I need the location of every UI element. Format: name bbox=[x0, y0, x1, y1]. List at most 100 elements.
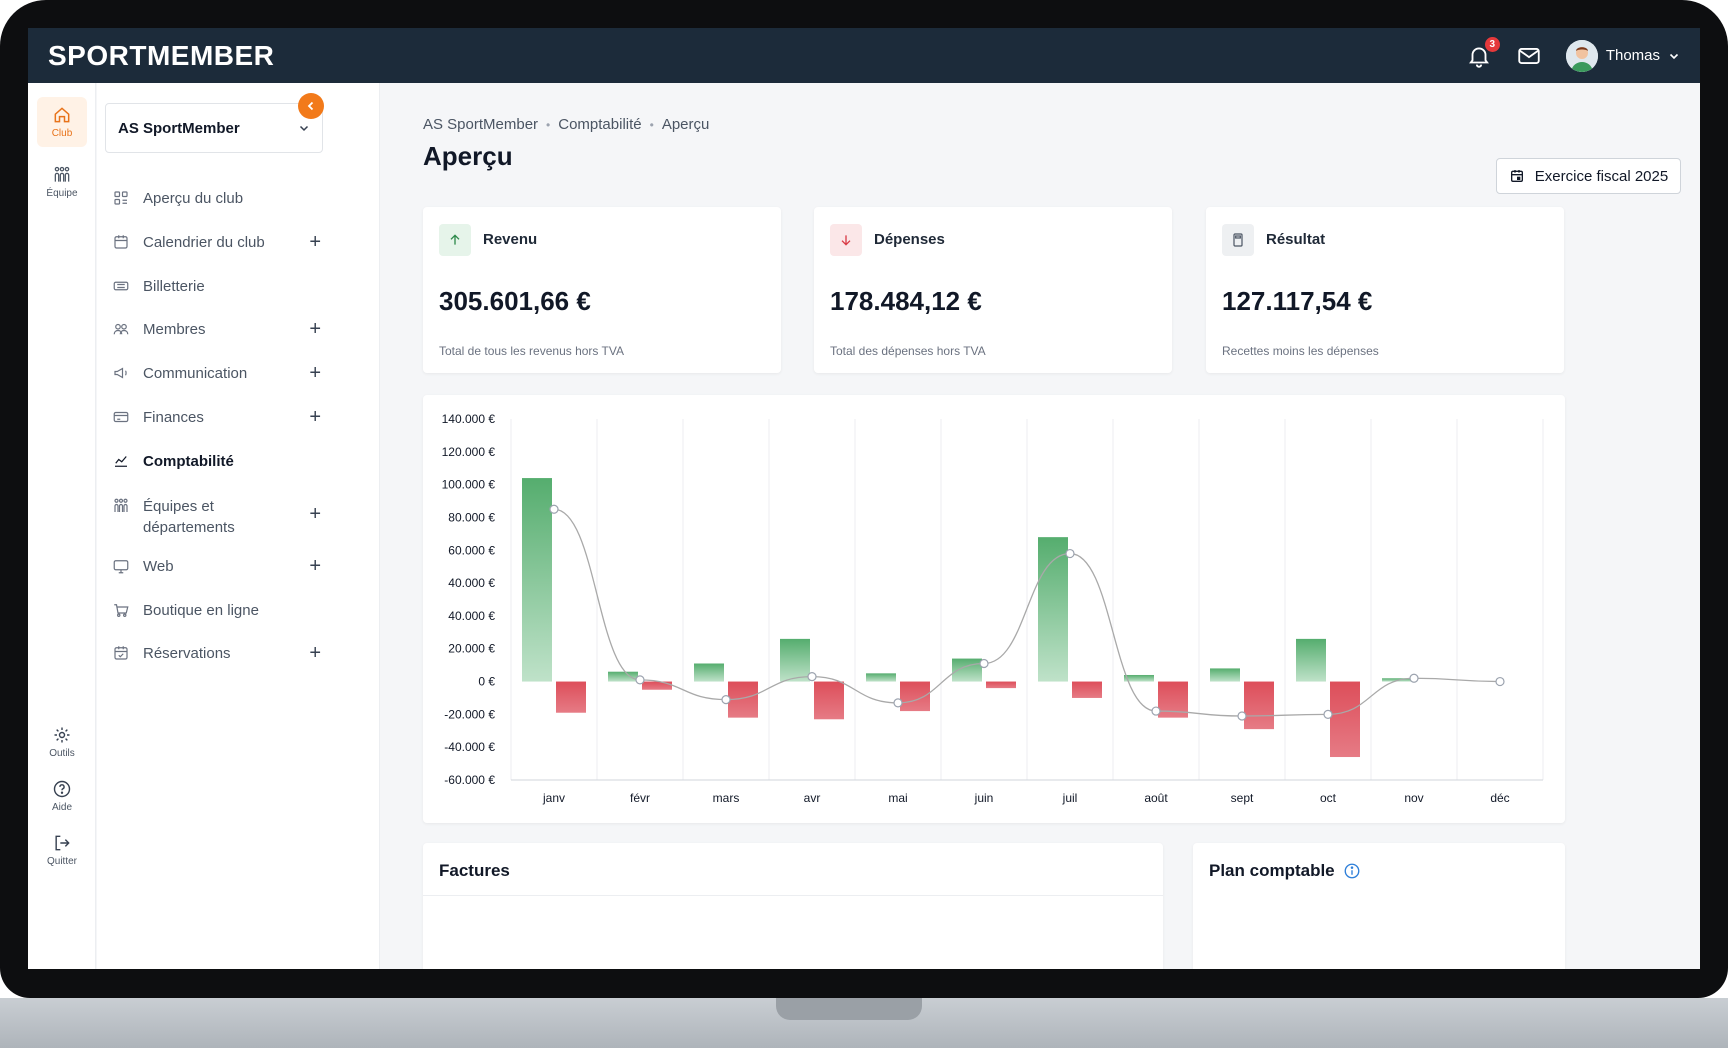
rail-club[interactable]: Club bbox=[37, 97, 87, 147]
breadcrumb-item: Aperçu bbox=[661, 116, 710, 133]
collapse-sidebar-button[interactable] bbox=[298, 93, 324, 119]
rail-outils[interactable]: Outils bbox=[37, 717, 87, 767]
calendar-icon bbox=[1510, 170, 1523, 182]
calendar-check-icon bbox=[111, 643, 131, 663]
chevron-down-icon bbox=[299, 125, 309, 132]
rail-outils-label: Outils bbox=[49, 748, 75, 759]
user-menu[interactable]: Thomas bbox=[1565, 39, 1680, 72]
arrow-up-icon bbox=[439, 224, 471, 256]
sidebar-item[interactable]: Comptabilité bbox=[111, 451, 321, 471]
members-icon bbox=[111, 319, 131, 339]
laptop-notch bbox=[776, 998, 922, 1020]
expand-icon[interactable]: + bbox=[309, 642, 321, 664]
fiscal-year-label: Exercice fiscal 2025 bbox=[1534, 167, 1669, 185]
help-icon bbox=[53, 780, 71, 798]
y-tick-label: -40.000 € bbox=[444, 740, 495, 754]
sidebar-item-label: Comptabilité bbox=[143, 452, 234, 470]
y-tick-label: 60.000 € bbox=[448, 543, 495, 557]
rail-equipe[interactable]: Équipe bbox=[37, 157, 87, 207]
x-tick-label: févr bbox=[630, 791, 650, 805]
income-bar bbox=[694, 663, 724, 682]
sidebar-item-label: Boutique en ligne bbox=[143, 601, 259, 619]
rail-quitter-label: Quitter bbox=[46, 856, 77, 867]
arrow-down-icon bbox=[830, 224, 862, 256]
expense-bar bbox=[1072, 681, 1102, 698]
sidebar-item[interactable]: Calendrier du club + bbox=[111, 232, 321, 252]
sidebar-item-label: Équipes et départements bbox=[143, 498, 235, 536]
wallet-icon bbox=[111, 407, 131, 427]
expand-icon[interactable]: + bbox=[309, 231, 321, 253]
result-point bbox=[549, 504, 559, 514]
x-tick-label: juil bbox=[1062, 791, 1078, 805]
kpi-note: Total de tous les revenus hors TVA bbox=[439, 344, 624, 358]
y-tick-label: 100.000 € bbox=[442, 478, 496, 492]
income-bar bbox=[522, 478, 552, 682]
sidebar-item[interactable]: Finances + bbox=[111, 407, 321, 427]
expand-icon[interactable]: + bbox=[309, 406, 321, 428]
fiscal-year-button[interactable]: Exercice fiscal 2025 bbox=[1496, 158, 1681, 194]
app-logo[interactable]: SPORTMEMBER bbox=[48, 39, 275, 71]
calendar-icon bbox=[111, 232, 131, 252]
x-tick-label: nov bbox=[1404, 791, 1423, 805]
kpi-value: 305.601,66 € bbox=[439, 286, 591, 316]
rail-club-label: Club bbox=[51, 128, 73, 139]
cart-icon bbox=[111, 600, 131, 620]
y-tick-label: 80.000 € bbox=[448, 510, 495, 524]
breadcrumb: AS SportMember • Comptabilité • Aperçu bbox=[423, 116, 710, 133]
kpi-label: Résultat bbox=[1266, 231, 1326, 248]
expand-icon[interactable]: + bbox=[309, 362, 321, 384]
rail-quitter[interactable]: Quitter bbox=[37, 825, 87, 875]
x-tick-label: août bbox=[1144, 791, 1168, 805]
kpi-note: Total des dépenses hors TVA bbox=[830, 344, 986, 358]
expand-icon[interactable]: + bbox=[309, 503, 321, 525]
breadcrumb-item[interactable]: AS SportMember bbox=[423, 116, 539, 133]
income-bar bbox=[1296, 638, 1326, 682]
result-point bbox=[807, 672, 817, 682]
kpi-card-result: Résultat 127.117,54 € Recettes moins les… bbox=[1206, 207, 1564, 373]
result-point bbox=[1151, 706, 1161, 716]
messages-button[interactable] bbox=[1516, 43, 1542, 69]
rail-aide[interactable]: Aide bbox=[37, 771, 87, 821]
sidebar-item-label: Billetterie bbox=[143, 277, 205, 295]
result-point bbox=[979, 658, 989, 669]
y-tick-label: 20.000 € bbox=[448, 642, 495, 656]
sidebar-item[interactable]: Web + bbox=[111, 556, 321, 576]
sidebar-item[interactable]: Boutique en ligne bbox=[111, 600, 321, 620]
club-select[interactable]: AS SportMember bbox=[105, 103, 323, 153]
y-tick-label: 40.000 € bbox=[448, 576, 495, 590]
sidebar-item[interactable]: Équipes et départements + bbox=[111, 496, 321, 538]
result-point bbox=[1065, 548, 1075, 559]
sidebar-item[interactable]: Billetterie bbox=[111, 276, 321, 296]
sidebar-item-label: Aperçu du club bbox=[143, 189, 244, 207]
x-tick-label: mai bbox=[888, 791, 907, 805]
sidebar-item[interactable]: Aperçu du club bbox=[111, 188, 321, 208]
notifications-button[interactable]: 3 bbox=[1466, 36, 1500, 69]
sidebar-item[interactable]: Communication + bbox=[111, 363, 321, 383]
sidebar-item[interactable]: Réservations + bbox=[111, 643, 321, 663]
home-icon bbox=[54, 107, 70, 123]
screen: SPORTMEMBER 3 bbox=[28, 28, 1700, 969]
expand-icon[interactable]: + bbox=[309, 555, 321, 577]
expand-icon[interactable]: + bbox=[309, 318, 321, 340]
sidebar-item[interactable]: Membres + bbox=[111, 319, 321, 339]
expense-bar bbox=[1244, 681, 1274, 730]
y-tick-label: 40.000 € bbox=[448, 609, 495, 623]
main-content: AS SportMember • Comptabilité • Aperçu A… bbox=[381, 83, 1700, 969]
team-icon bbox=[54, 166, 70, 182]
kpi-note: Recettes moins les dépenses bbox=[1222, 344, 1379, 358]
dashboard-icon bbox=[111, 188, 131, 208]
chart-of-accounts-title: Plan comptable bbox=[1209, 861, 1335, 880]
x-tick-label: déc bbox=[1490, 791, 1509, 805]
sidebar-item-label: Réservations bbox=[143, 644, 231, 662]
club-select-value: AS SportMember bbox=[118, 119, 240, 137]
kpi-label: Revenu bbox=[483, 231, 538, 248]
expense-bar bbox=[1330, 681, 1360, 758]
y-tick-label: 120.000 € bbox=[442, 445, 496, 459]
income-bar bbox=[608, 671, 638, 682]
breadcrumb-item[interactable]: Comptabilité bbox=[558, 116, 642, 133]
x-tick-label: mars bbox=[713, 791, 740, 805]
x-tick-label: oct bbox=[1320, 791, 1337, 805]
income-bar bbox=[1210, 668, 1240, 682]
monitor-icon bbox=[111, 556, 131, 576]
info-icon[interactable] bbox=[1343, 862, 1361, 880]
